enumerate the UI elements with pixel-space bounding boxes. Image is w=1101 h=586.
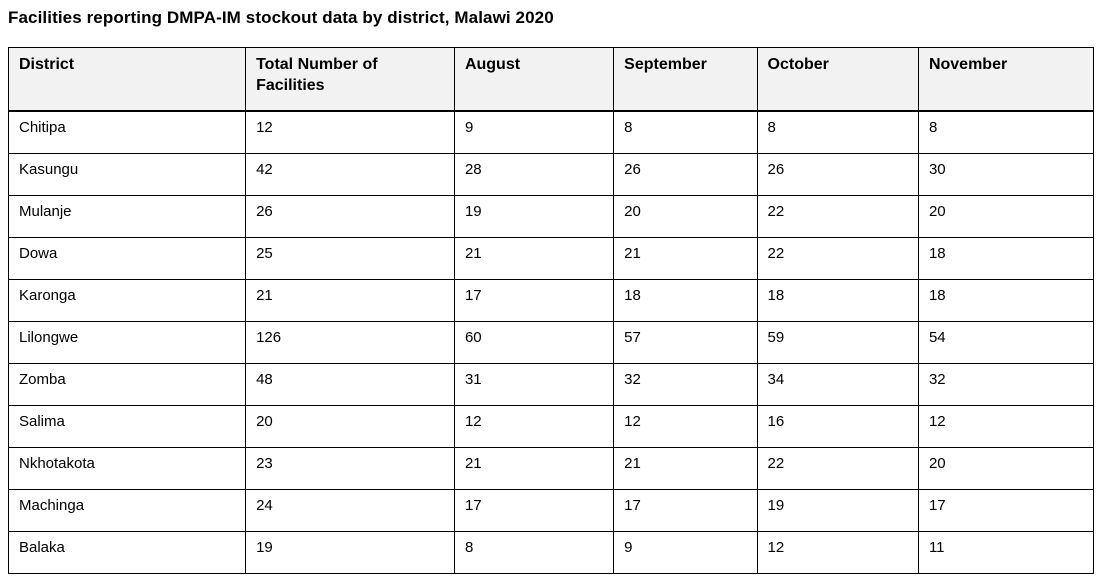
- value-cell: 18: [613, 279, 758, 322]
- column-header-november: November: [917, 47, 1095, 112]
- stockout-table: District Total Number of Facilities Augu…: [7, 47, 1095, 574]
- value-cell: 28: [453, 153, 615, 196]
- value-cell: 12: [917, 405, 1095, 448]
- table-row: Machinga 24 17 17 19 17: [7, 489, 1095, 532]
- table-row: Karonga 21 17 18 18 18: [7, 279, 1095, 322]
- value-cell: 26: [613, 153, 758, 196]
- district-cell: Salima: [7, 405, 247, 448]
- value-cell: 26: [756, 153, 919, 196]
- district-cell: Chitipa: [7, 110, 247, 154]
- table-row: Chitipa 12 9 8 8 8: [7, 110, 1095, 154]
- value-cell: 12: [613, 405, 758, 448]
- value-cell: 34: [756, 363, 919, 406]
- column-header-october: October: [756, 47, 919, 112]
- value-cell: 59: [756, 321, 919, 364]
- table-row: Mulanje 26 19 20 22 20: [7, 195, 1095, 238]
- value-cell: 25: [245, 237, 455, 280]
- value-cell: 18: [756, 279, 919, 322]
- value-cell: 18: [917, 237, 1095, 280]
- value-cell: 57: [613, 321, 758, 364]
- value-cell: 23: [245, 447, 455, 490]
- value-cell: 21: [613, 237, 758, 280]
- value-cell: 21: [613, 447, 758, 490]
- value-cell: 11: [917, 531, 1095, 574]
- page-title: Facilities reporting DMPA-IM stockout da…: [8, 8, 554, 27]
- column-header-september: September: [613, 47, 758, 112]
- value-cell: 17: [917, 489, 1095, 532]
- value-cell: 32: [613, 363, 758, 406]
- value-cell: 8: [453, 531, 615, 574]
- value-cell: 8: [917, 110, 1095, 154]
- value-cell: 19: [453, 195, 615, 238]
- table-header: District Total Number of Facilities Augu…: [7, 47, 1095, 112]
- table-row: Nkhotakota 23 21 21 22 20: [7, 447, 1095, 490]
- value-cell: 17: [453, 279, 615, 322]
- value-cell: 24: [245, 489, 455, 532]
- district-cell: Zomba: [7, 363, 247, 406]
- district-cell: Nkhotakota: [7, 447, 247, 490]
- value-cell: 22: [756, 195, 919, 238]
- value-cell: 22: [756, 237, 919, 280]
- value-cell: 17: [453, 489, 615, 532]
- value-cell: 21: [453, 237, 615, 280]
- district-cell: Machinga: [7, 489, 247, 532]
- column-header-district: District: [7, 47, 247, 112]
- table-row: Dowa 25 21 21 22 18: [7, 237, 1095, 280]
- table-row: Balaka 19 8 9 12 11: [7, 531, 1095, 574]
- value-cell: 8: [756, 110, 919, 154]
- value-cell: 9: [613, 531, 758, 574]
- value-cell: 30: [917, 153, 1095, 196]
- value-cell: 16: [756, 405, 919, 448]
- value-cell: 42: [245, 153, 455, 196]
- value-cell: 60: [453, 321, 615, 364]
- header-row: District Total Number of Facilities Augu…: [7, 47, 1095, 112]
- value-cell: 48: [245, 363, 455, 406]
- value-cell: 12: [453, 405, 615, 448]
- value-cell: 9: [453, 110, 615, 154]
- table-row: Salima 20 12 12 16 12: [7, 405, 1095, 448]
- value-cell: 21: [453, 447, 615, 490]
- column-header-total-facilities: Total Number of Facilities: [245, 47, 455, 112]
- value-cell: 18: [917, 279, 1095, 322]
- value-cell: 20: [613, 195, 758, 238]
- district-cell: Kasungu: [7, 153, 247, 196]
- table-row: Kasungu 42 28 26 26 30: [7, 153, 1095, 196]
- value-cell: 20: [245, 405, 455, 448]
- district-cell: Lilongwe: [7, 321, 247, 364]
- value-cell: 12: [245, 110, 455, 154]
- value-cell: 20: [917, 447, 1095, 490]
- district-cell: Dowa: [7, 237, 247, 280]
- value-cell: 21: [245, 279, 455, 322]
- value-cell: 22: [756, 447, 919, 490]
- table-row: Lilongwe 126 60 57 59 54: [7, 321, 1095, 364]
- value-cell: 126: [245, 321, 455, 364]
- column-header-august: August: [453, 47, 615, 112]
- value-cell: 20: [917, 195, 1095, 238]
- value-cell: 54: [917, 321, 1095, 364]
- value-cell: 32: [917, 363, 1095, 406]
- table-row: Zomba 48 31 32 34 32: [7, 363, 1095, 406]
- district-cell: Balaka: [7, 531, 247, 574]
- value-cell: 31: [453, 363, 615, 406]
- district-cell: Karonga: [7, 279, 247, 322]
- value-cell: 19: [245, 531, 455, 574]
- district-cell: Mulanje: [7, 195, 247, 238]
- table-body: Chitipa 12 9 8 8 8 Kasungu 42 28 26 26 30 Mulanje 26 1…: [7, 110, 1095, 574]
- value-cell: 26: [245, 195, 455, 238]
- value-cell: 19: [756, 489, 919, 532]
- value-cell: 8: [613, 110, 758, 154]
- value-cell: 12: [756, 531, 919, 574]
- value-cell: 17: [613, 489, 758, 532]
